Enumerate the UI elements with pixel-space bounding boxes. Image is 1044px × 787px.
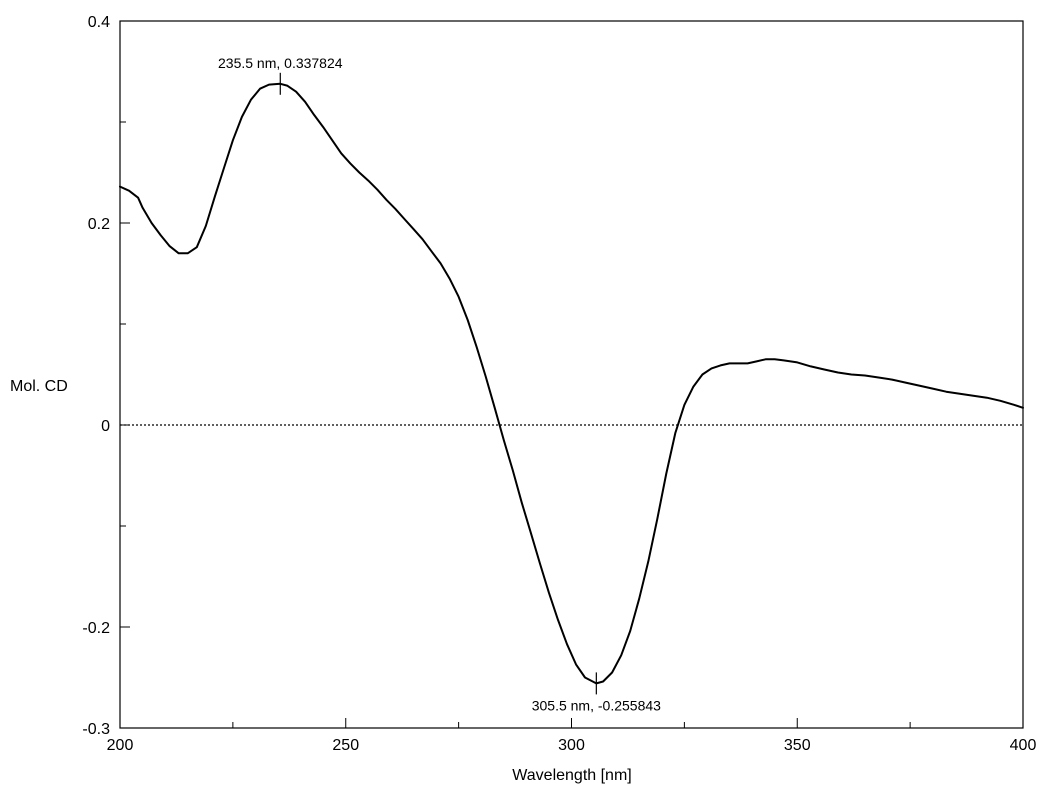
plot-frame [119,20,1024,729]
x-tick-label: 400 [1010,737,1037,754]
cd-series-line [119,82,1024,685]
y-tick-label: 0.4 [88,14,110,31]
y-tick-label: -0.2 [82,620,110,637]
y-tick-label: -0.3 [82,721,110,738]
peak-annotations: 235.5 nm, 0.337824 305.5 nm, -0.255843 [218,55,661,714]
y-axis-label: Mol. CD [10,378,68,395]
x-tick-label: 200 [107,737,134,754]
axis-ticks [120,121,911,728]
x-tick-label: 350 [784,737,811,754]
x-tick-label: 300 [558,737,585,754]
peak-annotation-label: 305.5 nm, -0.255843 [532,697,661,713]
peak-annotation-label: 235.5 nm, 0.337824 [218,55,343,71]
axis-tick-labels: 200 250 300 350 400 -0.3 -0.2 0 0.2 0.4 [82,14,1036,754]
x-axis-label: Wavelength [nm] [512,767,631,784]
y-tick-label: 0 [101,418,110,435]
y-tick-label: 0.2 [88,216,110,233]
x-tick-label: 250 [332,737,359,754]
